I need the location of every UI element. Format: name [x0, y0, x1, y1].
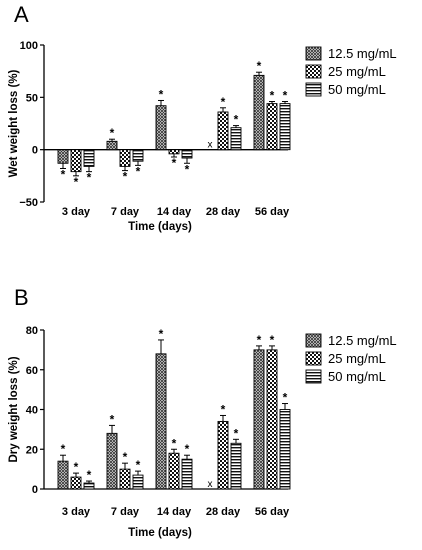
legend-label: 25 mg/mL: [328, 64, 386, 79]
bar: [106, 140, 118, 151]
significance-star: *: [61, 168, 66, 182]
legend-swatch: [305, 82, 322, 97]
legend-label: 50 mg/mL: [328, 82, 386, 97]
y-tick-label: 20: [26, 444, 38, 456]
significance-star: *: [136, 458, 141, 472]
missing-mark: x: [208, 479, 213, 490]
panel-letter: B: [14, 285, 29, 310]
y-tick-label: −50: [19, 197, 38, 209]
significance-star: *: [123, 170, 128, 184]
category-label: 7 day: [111, 506, 140, 518]
y-tick-label: 80: [26, 325, 38, 337]
category-label: 28 day: [206, 506, 241, 518]
legend-swatch: [305, 333, 322, 348]
significance-star: *: [257, 59, 262, 73]
legend-swatch: [305, 46, 322, 61]
bar: [57, 460, 69, 490]
significance-star: *: [172, 156, 177, 170]
y-tick-label: 100: [20, 40, 38, 52]
y-axis-title: Dry weight loss (%): [8, 356, 20, 462]
y-axis-title: Wet weight loss (%): [8, 69, 20, 177]
category-label: 3 day: [62, 206, 91, 218]
significance-star: *: [234, 113, 239, 127]
category-label: 7 day: [111, 206, 140, 218]
legend-label: 12.5 mg/mL: [328, 333, 397, 348]
bar: [230, 127, 242, 151]
category-label: 14 day: [157, 206, 192, 218]
bar: [217, 420, 229, 490]
significance-star: *: [283, 391, 288, 405]
bar: [132, 149, 144, 162]
significance-star: *: [283, 89, 288, 103]
legend-label: 25 mg/mL: [328, 351, 386, 366]
significance-star: *: [185, 162, 190, 176]
bar: [253, 74, 265, 151]
significance-star: *: [123, 450, 128, 464]
bar: [132, 474, 144, 490]
significance-star: *: [257, 333, 262, 347]
bar: [168, 452, 180, 490]
bar: [253, 349, 265, 490]
bar: [168, 149, 180, 155]
significance-star: *: [110, 126, 115, 140]
y-tick-label: 50: [26, 92, 38, 104]
bar: [155, 353, 167, 490]
significance-star: *: [61, 442, 66, 456]
panel-b: B 0 20 40 60 80 Dry weight loss (%) Time (days)…: [8, 285, 397, 539]
bar: [266, 349, 278, 490]
category-label: 3 day: [62, 506, 91, 518]
legend-swatch: [305, 64, 322, 79]
significance-star: *: [74, 175, 79, 189]
bar: [57, 149, 69, 164]
significance-star: *: [74, 460, 79, 474]
significance-star: *: [234, 426, 239, 440]
significance-star: *: [87, 468, 92, 482]
x-axis-title: Time (days): [128, 527, 192, 539]
y-tick-label: 0: [32, 484, 38, 496]
significance-star: *: [221, 95, 226, 109]
significance-star: *: [159, 87, 164, 101]
bar: [119, 149, 131, 167]
category-label: 28 day: [206, 206, 241, 218]
category-label: 56 day: [255, 506, 290, 518]
significance-star: *: [172, 436, 177, 450]
bar: [83, 482, 95, 490]
legend-label: 12.5 mg/mL: [328, 46, 397, 61]
bar: [217, 111, 229, 151]
bar: [266, 103, 278, 151]
y-tick-label: 0: [32, 145, 38, 157]
y-tick-label: 60: [26, 365, 38, 377]
bar: [106, 432, 118, 490]
bar: [70, 476, 82, 490]
bar: [181, 149, 193, 159]
significance-star: *: [270, 89, 275, 103]
x-axis-title: Time (days): [128, 221, 192, 233]
significance-star: *: [110, 412, 115, 426]
legend-swatch: [305, 369, 322, 384]
significance-star: *: [185, 442, 190, 456]
category-label: 14 day: [157, 506, 192, 518]
significance-star: *: [136, 164, 141, 178]
panel-letter: A: [14, 2, 29, 27]
panel-a: A −50 0 50 100 Wet weight loss (%) Time (days)…: [8, 2, 397, 233]
significance-star: *: [221, 402, 226, 416]
significance-star: *: [270, 333, 275, 347]
significance-star: *: [159, 327, 164, 341]
legend-swatch: [305, 351, 322, 366]
bar: [119, 468, 131, 490]
bar: [279, 103, 291, 151]
legend-label: 50 mg/mL: [328, 369, 386, 384]
bar: [70, 149, 82, 173]
bar: [230, 442, 242, 490]
category-label: 56 day: [255, 206, 290, 218]
bar: [279, 409, 291, 490]
bar: [83, 149, 95, 167]
missing-mark: x: [208, 140, 213, 151]
y-tick-label: 40: [26, 405, 38, 417]
bar: [155, 105, 167, 151]
bar: [181, 458, 193, 490]
significance-star: *: [87, 171, 92, 185]
